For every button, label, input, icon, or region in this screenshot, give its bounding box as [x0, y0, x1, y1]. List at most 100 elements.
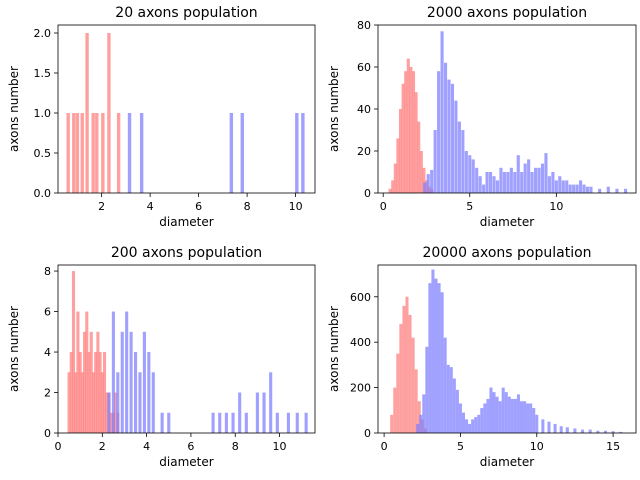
histogram-bar-blue [480, 408, 484, 433]
y-tick-label: 80 [357, 19, 371, 32]
y-tick-label: 40 [357, 103, 371, 116]
histogram-bar-blue [606, 186, 610, 193]
histogram-bar-blue [499, 167, 503, 193]
histogram-bar-blue [572, 184, 576, 193]
histogram-bar-blue [295, 412, 299, 433]
histogram-bar-red [74, 372, 78, 433]
histogram-bar-red [100, 372, 104, 433]
histogram-bar-blue [129, 331, 133, 433]
histogram-bar-blue [133, 352, 138, 433]
histogram-bar-blue [596, 430, 600, 433]
histogram-bar-blue [547, 176, 551, 193]
histogram-bar-blue [443, 337, 447, 433]
histogram-bar-red [67, 372, 71, 433]
histogram-bar-blue [423, 182, 427, 193]
histogram-bar-blue [513, 398, 517, 433]
x-tick-label: 15 [606, 440, 620, 453]
histogram-bar-red [98, 352, 102, 433]
histogram-bar-red [391, 180, 395, 193]
histogram-bar-blue [139, 113, 144, 193]
histogram-bar-blue [553, 423, 557, 433]
y-tick-label: 8 [44, 265, 51, 278]
x-tick-label: 2 [99, 440, 106, 453]
histogram-bar-red [80, 113, 84, 193]
histogram-bar-blue [615, 188, 619, 193]
histogram-bar-blue [537, 167, 541, 193]
y-tick-label: 0.5 [34, 147, 52, 160]
chart-title: 20000 axons population [422, 245, 591, 261]
histogram-bar-blue [495, 396, 499, 433]
y-axis-label: axons number [7, 306, 21, 392]
histogram-bar-blue [437, 71, 441, 193]
x-axis-label: diameter [159, 455, 213, 469]
x-tick-label: 5 [466, 200, 473, 213]
histogram-bar-blue [523, 401, 527, 433]
histogram-bar-blue [471, 419, 475, 433]
histogram-bar-blue [559, 426, 563, 433]
histogram-bar-blue [440, 292, 444, 433]
histogram-bar-blue [416, 423, 420, 433]
histogram-bar-blue [468, 423, 472, 433]
histogram-bar-blue [575, 184, 579, 193]
histogram-bar-blue [301, 113, 305, 193]
histogram-bar-red [76, 311, 80, 433]
chart-panel-3: 0 2 4 6 8 10 0 2 4 6 8 200 axons population diameter… [7, 245, 316, 469]
y-tick-label: 0 [364, 187, 371, 200]
axes-frame [377, 264, 637, 434]
histogram-bar-blue [516, 394, 520, 433]
histogram-bar-blue [611, 431, 615, 433]
histogram-bar-blue [561, 180, 565, 193]
histogram-bar-red [419, 151, 423, 193]
histogram-bar-red [401, 83, 405, 193]
histogram-bar-blue [477, 414, 481, 433]
histogram-bar-blue [624, 188, 628, 193]
histogram-bar-blue [269, 372, 273, 433]
histogram-bar-blue [582, 184, 586, 193]
histogram-bar-blue [433, 130, 437, 193]
histogram-bar-red [406, 58, 410, 193]
histogram-bar-blue [440, 31, 444, 193]
x-tick-label: 0 [381, 440, 388, 453]
x-tick-label: 4 [147, 200, 154, 213]
histogram-bar-blue [526, 403, 530, 433]
histogram-bar-blue [520, 172, 524, 193]
histogram-bar-blue [498, 401, 502, 433]
x-axis-label: diameter [159, 215, 213, 229]
chart-title: 20 axons population [115, 5, 257, 21]
x-tick-label: 6 [187, 440, 194, 453]
histogram-bar-blue [529, 403, 533, 433]
histogram-bar-blue [554, 180, 558, 193]
x-tick-label: 0 [380, 200, 387, 213]
histogram-bar-blue [489, 387, 493, 433]
histogram-bar-blue [585, 186, 590, 193]
histogram-bar-blue [540, 163, 545, 193]
histogram-bar-blue [295, 113, 299, 193]
histogram-bar-blue [116, 372, 120, 433]
histogram-bar-blue [446, 364, 450, 433]
histogram-bar-blue [603, 430, 607, 433]
y-tick-label: 200 [350, 382, 371, 395]
histogram-bar-blue [475, 167, 479, 193]
histogram-bar-blue [431, 269, 435, 433]
histogram-bar-red [396, 138, 400, 193]
histogram-bar-red [75, 113, 80, 193]
histogram-bar-blue [430, 169, 434, 193]
histogram-bar-blue [579, 180, 583, 193]
histogram-bar-blue [147, 352, 151, 433]
histogram-bar-red [89, 331, 93, 433]
histogram-bar-blue [516, 155, 520, 193]
histogram-bar-red [398, 109, 403, 193]
y-tick-label: 600 [350, 291, 371, 304]
histogram-bar-blue [483, 403, 487, 433]
y-tick-label: 2.0 [34, 27, 52, 40]
histogram-bar-red [109, 412, 113, 433]
histogram-bar-red [80, 372, 84, 433]
histogram-bar-blue [581, 429, 585, 433]
histogram-bar-blue [551, 172, 555, 193]
histogram-bar-red [423, 428, 427, 433]
histogram-bar-blue [437, 283, 441, 433]
histogram-bar-blue [504, 392, 508, 433]
histogram-bar-blue [534, 167, 538, 193]
histogram-bar-red [424, 180, 429, 193]
